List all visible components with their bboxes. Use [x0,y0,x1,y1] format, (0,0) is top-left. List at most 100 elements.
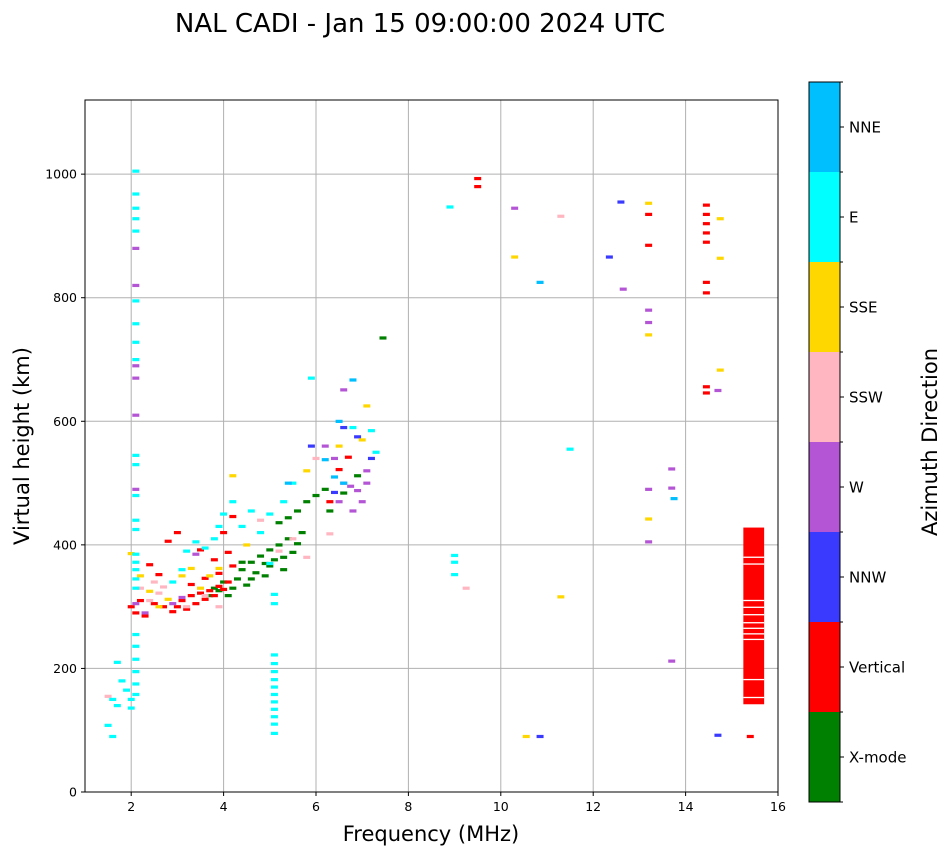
x-tick-label: 16 [770,799,786,814]
data-point [229,500,237,504]
y-tick-label: 200 [53,661,77,676]
data-point [349,425,357,430]
colorbar-title: Azimuth Direction [918,348,942,536]
colorbar-segment [809,172,840,262]
data-point [349,509,357,513]
data-point [275,543,283,547]
series-w [132,206,722,663]
data-point [257,554,265,558]
data-point [201,546,209,550]
data-point [215,571,223,575]
data-point [330,490,338,495]
data-point [716,256,724,260]
data-point [160,585,168,589]
data-point [451,553,459,558]
data-point [104,723,112,727]
colorbar-segment [809,622,840,712]
data-point [132,644,140,648]
data-point [215,524,223,529]
data-point [136,586,144,590]
data-point [645,487,653,491]
colorbar-segment [809,82,840,172]
data-point [354,488,362,493]
data-point [201,576,209,580]
data-point [210,558,218,562]
band-gap [743,614,765,616]
colorbar-label: X-mode [849,749,906,767]
data-point [294,542,302,546]
data-point [210,586,218,590]
data-point [132,192,140,196]
data-point [169,610,177,614]
data-point [716,217,724,221]
data-point [238,524,246,529]
band-gap [743,606,765,608]
data-point [132,453,140,457]
data-point [280,555,288,559]
data-point [210,594,218,598]
colorbar-label: NNW [849,569,886,587]
data-point [266,548,274,552]
data-point [220,531,228,535]
data-point [146,589,154,593]
data-point [132,358,140,362]
data-point [155,591,163,595]
data-point [224,550,232,554]
data-point [270,707,278,711]
series-e [104,169,574,739]
data-point [326,500,334,504]
y-tick-label: 400 [53,537,77,552]
data-point [132,413,140,417]
colorbar-segment [809,262,840,352]
colorbar-label: W [849,479,864,497]
data-point [215,584,223,588]
data-point [201,597,209,601]
data-point [645,308,653,312]
data-point [363,469,371,473]
series-vertical [127,176,754,739]
data-point [109,734,117,739]
data-point [312,493,320,498]
data-point [136,574,144,578]
data-point [233,577,241,581]
data-point [132,283,140,288]
data-point [178,598,186,603]
colorbar-segment [809,532,840,622]
data-point [132,518,140,522]
data-point [132,229,140,233]
data-point [132,611,140,615]
colorbar-segment [809,352,840,442]
band-gap [743,696,765,699]
colorbar-label: E [849,209,858,227]
data-point [187,594,195,598]
data-point [284,537,292,541]
data-point [668,486,676,490]
data-point [303,500,311,504]
data-point [335,444,343,448]
data-point [344,455,352,459]
data-point [146,563,154,567]
data-point [127,552,135,556]
data-point [215,566,223,571]
data-point [702,385,710,389]
data-point [275,549,283,553]
data-point [210,537,218,541]
data-point [164,597,172,601]
data-point [363,404,371,408]
band-gap [743,599,765,602]
data-point [132,340,140,344]
data-point [206,574,214,578]
data-point [183,607,191,611]
data-point [238,560,246,564]
data-point [557,595,565,599]
data-point [303,469,311,473]
data-point [229,564,237,568]
data-point [123,688,131,692]
data-point [132,527,140,532]
data-point [280,500,288,504]
data-point [702,231,710,235]
data-point [668,659,676,663]
data-point [746,734,754,739]
data-point [178,595,186,600]
